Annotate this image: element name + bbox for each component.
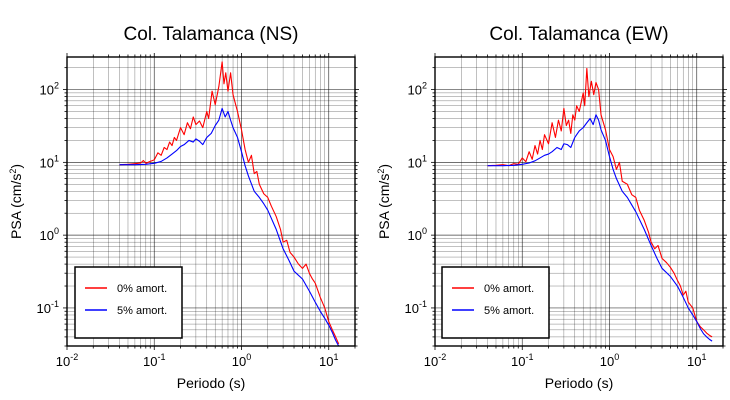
chart-title: Col. Talamanca (EW)	[489, 24, 668, 45]
x-tick-label: 100	[232, 352, 251, 369]
legend-label: 5% amort.	[484, 305, 534, 317]
chart-2: 10-2 10-1 100 101 10-1 100 101 102 Col. Talamanc…	[376, 24, 727, 391]
y-tick-label: 102	[40, 81, 59, 98]
gridlines	[63, 53, 359, 350]
series-line-blue	[487, 114, 713, 342]
legend-box	[74, 266, 183, 339]
y-tick-label: 101	[40, 153, 59, 170]
plot-frame	[66, 56, 356, 347]
legend-label: 5% amort.	[117, 305, 167, 317]
x-tick-label: 100	[600, 352, 619, 369]
chart-title: Col. Talamanca (NS)	[124, 24, 299, 45]
x-tick-label: 10-2	[56, 352, 78, 369]
legend-label: 0% amort.	[484, 283, 534, 295]
y-tick-label: 101	[408, 153, 427, 170]
x-tick-label: 10-1	[143, 352, 165, 369]
chart-1: 10-2 10-1 100 101 10-1 100 101 102 Col. Talamanc…	[8, 24, 359, 391]
x-tick-label: 101	[319, 352, 338, 369]
x-axis-label: Periodo (s)	[545, 375, 613, 391]
series-line-red	[119, 61, 340, 345]
legend: 0% amort. 5% amort.	[74, 266, 183, 339]
y-tick-label: 100	[40, 226, 59, 243]
legend-label: 0% amort.	[117, 283, 167, 295]
series-line-blue	[119, 107, 340, 346]
x-axis-label: Periodo (s)	[177, 375, 245, 391]
x-tick-label: 10-2	[424, 352, 446, 369]
y-axis-label: PSA (cm/s2)	[376, 164, 392, 239]
y-tick-label: 102	[408, 81, 427, 98]
series-line-red	[487, 67, 713, 338]
legend: 0% amort. 5% amort.	[441, 266, 550, 339]
y-tick-label: 10-1	[37, 299, 59, 316]
x-tick-label: 101	[687, 352, 706, 369]
y-axis-label: PSA (cm/s2)	[8, 164, 24, 239]
legend-box	[441, 266, 550, 339]
x-tick-label: 10-1	[511, 352, 533, 369]
y-tick-label: 100	[408, 226, 427, 243]
plot-frame	[434, 56, 724, 347]
y-tick-label: 10-1	[405, 299, 427, 316]
